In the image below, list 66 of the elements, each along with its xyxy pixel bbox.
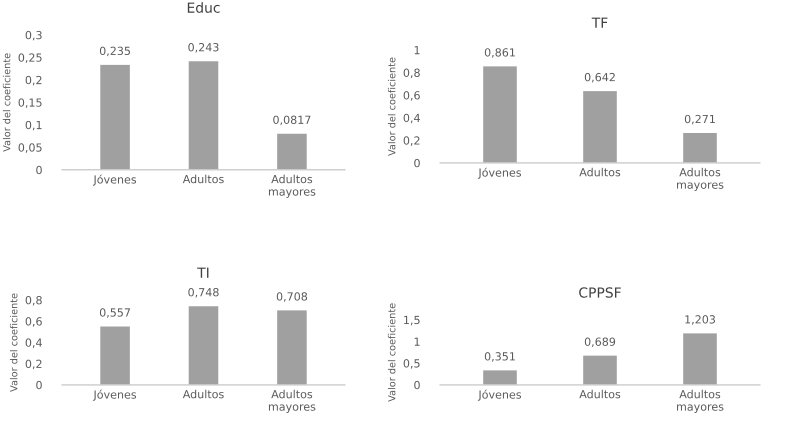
y-tick-label: 0,3 — [26, 30, 42, 40]
y-tick-label: 0,4 — [404, 114, 420, 124]
y-tick-label: 0 — [414, 158, 420, 168]
x-tick-label: Adultos — [182, 174, 224, 184]
y-axis-title: Valor del coeficiente — [2, 53, 10, 152]
y-tick-label: 0,6 — [404, 91, 420, 101]
x-tick-label: Adultos mayores — [677, 168, 724, 191]
y-tick-label: 1 — [414, 46, 420, 54]
bar — [98, 325, 132, 385]
x-tick-label: Adultos mayores — [268, 390, 316, 413]
bar — [682, 332, 718, 385]
x-tick-label: Adultos — [579, 390, 620, 398]
y-tick-label: 1 — [414, 338, 420, 346]
data-label: 0,235 — [100, 46, 130, 56]
x-tick-label: Jóvenes — [478, 168, 522, 179]
data-label: 1,203 — [685, 315, 716, 325]
bar — [187, 60, 220, 170]
chart-title: TI — [197, 268, 208, 278]
y-tick-label: 0,8 — [404, 68, 420, 78]
chart-title: Educ — [188, 2, 220, 13]
data-label: 0,748 — [188, 288, 219, 298]
bar — [276, 132, 308, 170]
data-label: 0,708 — [276, 292, 308, 302]
y-tick-label: 0,5 — [404, 359, 420, 369]
bar — [482, 368, 518, 385]
data-label: 0,642 — [584, 72, 615, 82]
x-tick-label: Jóvenes — [92, 174, 136, 186]
data-label: 0,689 — [584, 337, 616, 348]
y-tick-label: 0,25 — [18, 53, 42, 63]
y-axis-title: Valor del coeficiente — [388, 303, 396, 402]
x-tick-label: Adultos — [182, 390, 224, 398]
y-tick-label: 0 — [36, 166, 42, 174]
y-tick-label: 0 — [414, 380, 420, 390]
data-label: 0,861 — [484, 48, 515, 58]
y-tick-label: 0,1 — [26, 120, 42, 130]
x-tick-label: Adultos — [579, 168, 620, 176]
y-axis-title: Valor del coeficiente — [388, 58, 396, 156]
x-tick-label: Jóvenes — [478, 390, 522, 401]
y-tick-label: 0,8 — [26, 296, 42, 306]
y-axis-title: Valor del coeficiente — [10, 293, 18, 392]
data-label: 0,271 — [684, 114, 715, 124]
x-tick-label: Adultos mayores — [268, 174, 316, 198]
data-label: 0,557 — [100, 308, 130, 318]
bar — [482, 64, 518, 163]
y-tick-label: 1,5 — [404, 316, 420, 326]
y-tick-label: 0,6 — [26, 317, 42, 327]
data-label: 0,243 — [188, 43, 219, 53]
bar — [276, 309, 308, 385]
y-tick-label: 0,2 — [26, 76, 42, 86]
bar — [582, 354, 618, 385]
y-tick-label: 0,15 — [18, 98, 42, 108]
data-label: 0,351 — [484, 352, 515, 362]
y-tick-label: 0,05 — [18, 143, 42, 153]
y-tick-label: 0,2 — [404, 136, 420, 146]
y-tick-label: 0,4 — [26, 338, 42, 348]
chart-title: CPPSF — [579, 287, 621, 298]
bar — [98, 63, 132, 170]
y-tick-label: 0,2 — [26, 360, 42, 370]
bar — [582, 90, 618, 163]
y-tick-label: 0 — [36, 380, 42, 390]
data-label: 0,0817 — [273, 116, 310, 126]
x-tick-label: Adultos mayores — [677, 390, 724, 413]
chart-title: TF — [592, 18, 608, 28]
x-tick-label: Jóvenes — [92, 390, 136, 401]
bar — [682, 132, 718, 163]
bar — [187, 304, 220, 385]
